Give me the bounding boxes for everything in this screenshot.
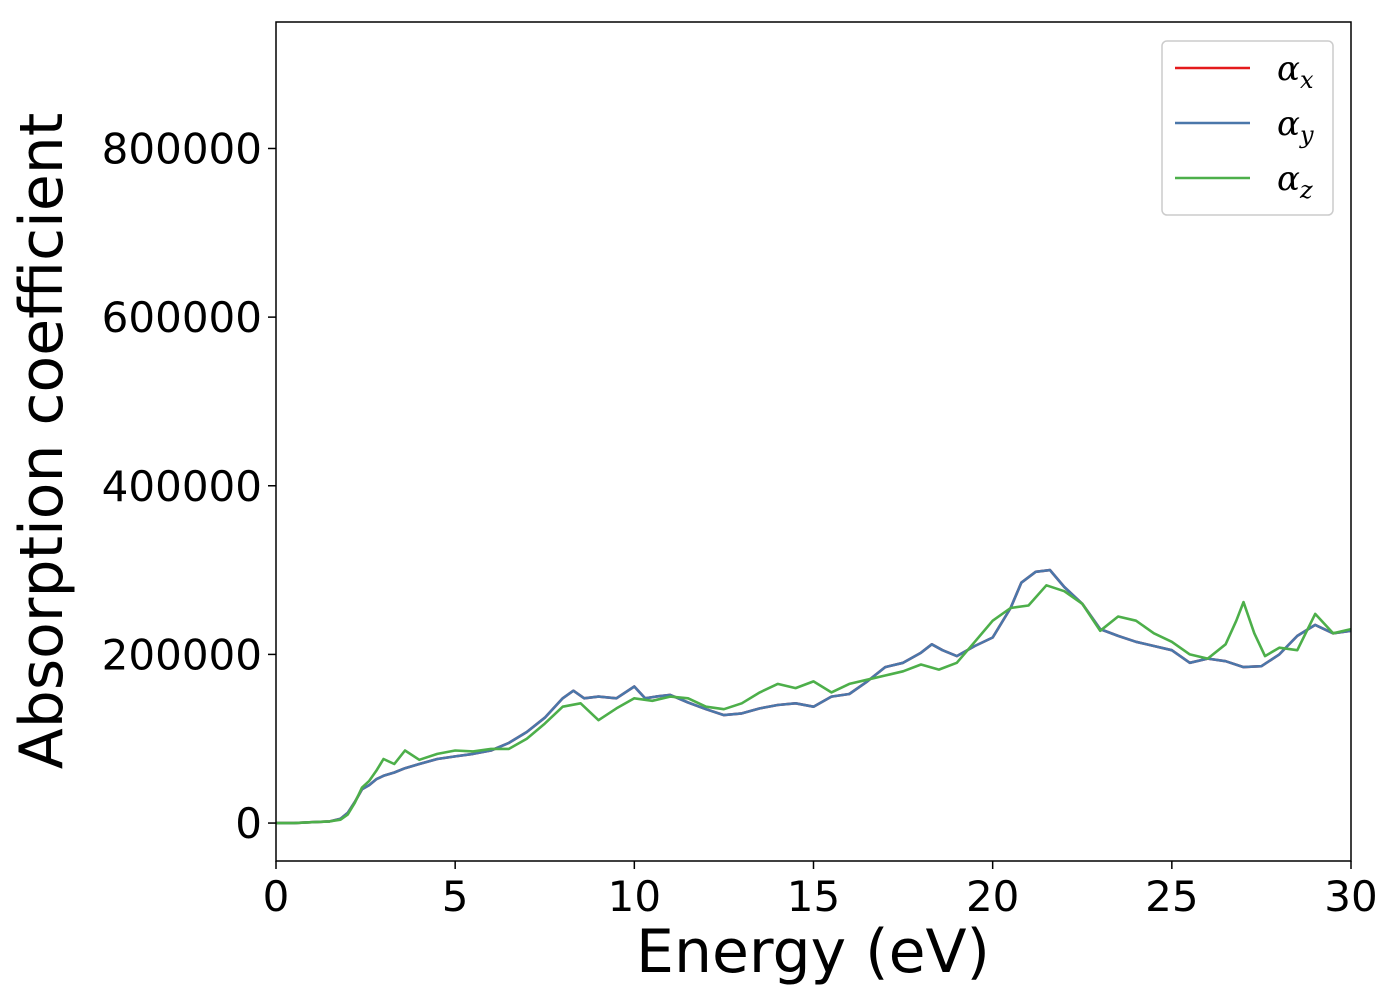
x-tick-label: 5 — [442, 872, 469, 921]
legend-label-x: αx — [1277, 49, 1314, 94]
x-tick-label: 10 — [608, 872, 661, 921]
y-tick-label: 600000 — [102, 293, 262, 342]
y-axis-label: Absorption coefficient — [7, 113, 77, 770]
series-line-z — [276, 583, 1351, 825]
y-tick-label: 800000 — [102, 124, 262, 173]
series-line-y — [276, 568, 1351, 825]
y-tick-label: 0 — [235, 799, 262, 848]
x-axis-label: Energy (eV) — [636, 917, 990, 987]
legend-label-z: αz — [1277, 159, 1313, 204]
plot-area — [276, 568, 1351, 825]
x-tick-label: 15 — [787, 872, 840, 921]
y-axis-ticks: 0 200000 400000 600000 800000 — [102, 124, 276, 848]
x-tick-label: 20 — [966, 872, 1019, 921]
x-axis-ticks: 0 5 10 15 20 25 30 — [263, 861, 1378, 921]
y-tick-label: 400000 — [102, 462, 262, 511]
legend-box — [1161, 40, 1334, 216]
series-line-x — [276, 568, 1351, 825]
x-tick-label: 30 — [1324, 872, 1377, 921]
y-tick-label: 200000 — [102, 630, 262, 679]
x-tick-label: 25 — [1145, 872, 1198, 921]
legend-label-y: αy — [1277, 104, 1314, 149]
x-tick-label: 0 — [263, 872, 290, 921]
legend: αx αy αz — [1161, 40, 1334, 216]
